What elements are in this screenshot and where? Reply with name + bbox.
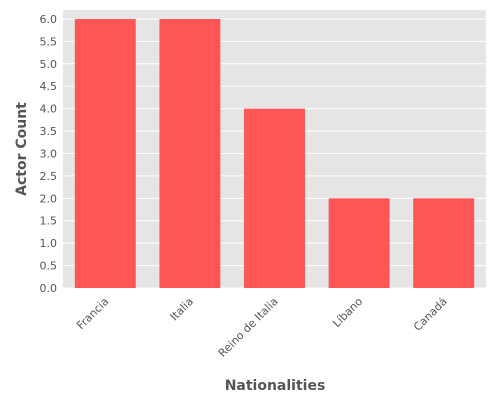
y-tick-label: 1.0 — [40, 237, 58, 250]
bar — [244, 108, 305, 288]
x-axis-title: Nationalities — [225, 378, 326, 394]
x-tick-label: Canadá — [411, 295, 450, 334]
y-tick-label: 4.0 — [40, 103, 58, 116]
x-tick-label: Reino de Italia — [216, 295, 281, 360]
x-tick-labels: Francia Italia Reino de Italia Líbano Canadá — [74, 295, 450, 360]
x-tick-label: Italia — [168, 295, 196, 323]
bar — [413, 198, 475, 288]
y-tick-label: 0.5 — [40, 260, 58, 273]
y-tick-label: 4.5 — [40, 80, 58, 93]
y-tick-label: 1.5 — [40, 215, 58, 228]
y-tick-label: 5.5 — [40, 35, 58, 48]
bar — [159, 18, 221, 288]
bars — [74, 18, 475, 288]
y-tick-label: 5.0 — [40, 58, 58, 71]
bar — [328, 198, 390, 288]
y-tick-label: 2.5 — [40, 170, 58, 183]
y-tick-label: 0.0 — [40, 282, 58, 295]
y-tick-labels: 0.0 0.5 1.0 1.5 2.0 2.5 3.0 3.5 4.0 4.5 5.0 5.5 6.0 — [40, 13, 58, 295]
y-tick-label: 6.0 — [40, 13, 58, 26]
y-tick-label: 3.5 — [40, 125, 58, 138]
y-tick-label: 2.0 — [40, 192, 58, 205]
bar — [74, 18, 136, 288]
y-tick-label: 3.0 — [40, 147, 58, 160]
x-tick-label: Francia — [74, 295, 111, 332]
x-tick-label: Líbano — [330, 295, 365, 330]
y-axis-title: Actor Count — [14, 102, 30, 196]
